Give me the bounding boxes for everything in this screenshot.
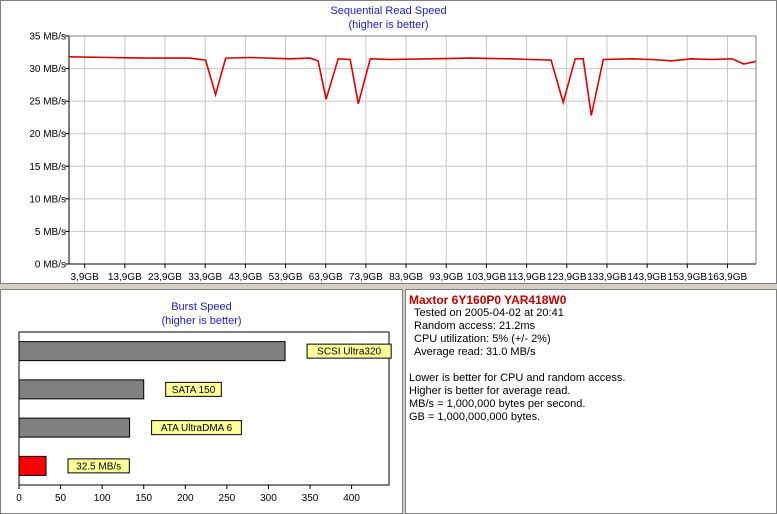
read-speed-line [68, 56, 757, 116]
x-tick-label: 150 [135, 493, 152, 504]
x-tick-label: 133,9GB [587, 272, 627, 283]
y-tick-label: 25 MB/s [29, 97, 66, 108]
x-tick-label: 143,9GB [627, 272, 667, 283]
x-tick-label: 43,9GB [228, 272, 262, 283]
x-tick-label: 0 [16, 493, 22, 504]
burst-bar [18, 417, 131, 438]
x-tick-label: 23,9GB [148, 272, 182, 283]
x-tick-label: 350 [302, 493, 319, 504]
bar-label-box [151, 420, 242, 436]
y-tick-label: 5 MB/s [35, 227, 66, 238]
note-lower-better: Lower is better for CPU and random acces… [409, 372, 626, 384]
note-mbs-definition: MB/s = 1,000,000 bytes per second. [409, 398, 586, 410]
bar-label-box [67, 458, 130, 474]
bar-label: SCSI Ultra320 [317, 347, 381, 358]
burst-bar [18, 379, 145, 400]
note-gb-definition: GB = 1,000,000,000 bytes. [409, 411, 541, 423]
burst-speed-panel: Burst Speed (higher is better) 0 50 100 150… [0, 289, 403, 514]
x-tick-label: 53,9GB [269, 272, 303, 283]
burst-chart-title: Burst Speed [171, 301, 232, 313]
info-random-access: Random access: 21.2ms [414, 320, 536, 332]
bar-label: ATA UltraDMA 6 [161, 423, 233, 434]
bar-label-box [165, 381, 222, 397]
burst-chart-subtitle: (higher is better) [161, 315, 242, 327]
x-tick-label: 250 [219, 493, 236, 504]
x-tick-label: 300 [260, 493, 277, 504]
x-tick-label: 153,9GB [668, 272, 708, 283]
x-tick-label: 163,9GB [708, 272, 748, 283]
bar-label: SATA 150 [172, 385, 216, 396]
y-tick-label: 20 MB/s [29, 129, 66, 140]
y-tick-label: 0 MB/s [35, 260, 66, 271]
burst-bar [18, 455, 47, 476]
y-tick-label: 35 MB/s [29, 32, 66, 43]
info-cpu-utilization: CPU utilization: 5% (+/- 2%) [414, 333, 551, 345]
x-tick-label: 50 [55, 493, 67, 504]
y-tick-label: 10 MB/s [29, 194, 66, 205]
info-average-read: Average read: 31.0 MB/s [414, 346, 536, 358]
x-tick-label: 83,9GB [389, 272, 423, 283]
burst-bar [18, 341, 286, 362]
x-tick-label: 63,9GB [309, 272, 343, 283]
x-tick-label: 73,9GB [349, 272, 383, 283]
y-tick-label: 15 MB/s [29, 162, 66, 173]
x-tick-label: 400 [343, 493, 360, 504]
x-tick-label: 33,9GB [188, 272, 222, 283]
bar-label: 32.5 MB/s [76, 461, 121, 472]
x-tick-label: 3,9GB [70, 272, 99, 283]
seq-chart-subtitle: (higher is better) [348, 19, 429, 31]
x-tick-label: 100 [94, 493, 111, 504]
plot-frame [18, 331, 390, 486]
x-tick-label: 13,9GB [108, 272, 142, 283]
x-tick-label: 103,9GB [467, 272, 507, 283]
drive-info-panel: Maxtor 6Y160P0 YAR418W0 Tested on 2005-0… [405, 289, 777, 514]
seq-chart-title: Sequential Read Speed [330, 5, 447, 17]
bar-label-box [306, 343, 392, 359]
sequential-read-panel: Sequential Read Speed (higher is better)… [0, 0, 777, 284]
seq-chart-svg: 0 MB/s 5 MB/s 10 MB/s 15 MB/s 20 MB/s 25 MB/s… [29, 32, 757, 283]
info-tested-on: Tested on 2005-04-02 at 20:41 [414, 307, 564, 319]
burst-chart-svg: 0 50 100 150 200 250 300 350 400 SCSI Ultra320 SAT… [16, 331, 392, 504]
x-tick-label: 200 [177, 493, 194, 504]
x-tick-label: 113,9GB [507, 272, 546, 283]
drive-name: Maxtor 6Y160P0 YAR418W0 [409, 293, 567, 307]
x-tick-label: 93,9GB [429, 272, 463, 283]
y-tick-label: 30 MB/s [29, 64, 66, 75]
x-tick-label: 123,9GB [547, 272, 587, 283]
note-higher-better: Higher is better for average read. [409, 385, 571, 397]
